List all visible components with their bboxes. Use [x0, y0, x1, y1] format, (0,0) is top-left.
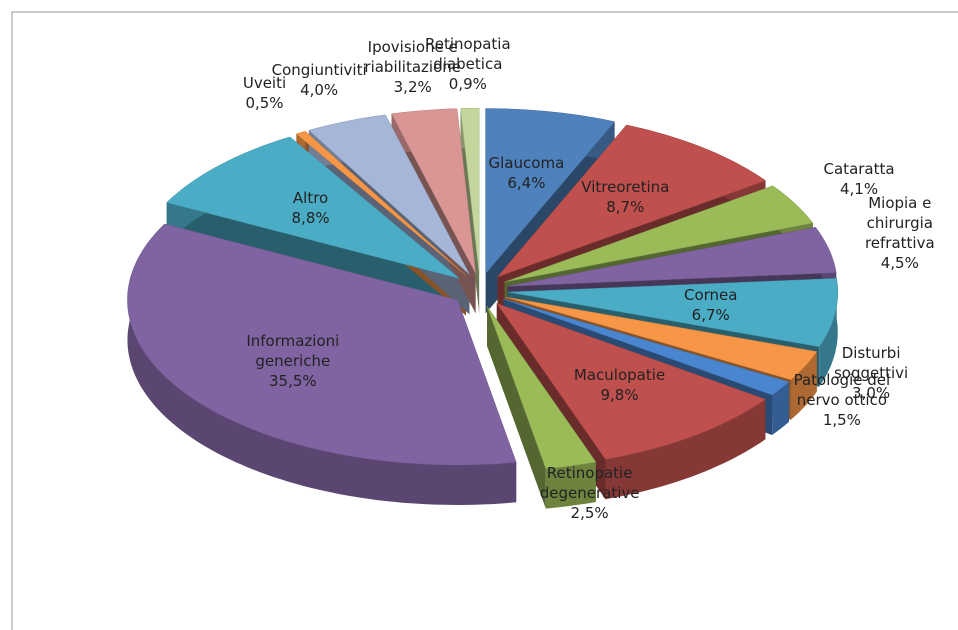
value-label: 8,7% — [606, 198, 645, 216]
value-label: 9,8% — [600, 386, 639, 405]
data-label: Miopia e chirurgia refrattiva 4,5% — [865, 193, 935, 273]
slice-side — [545, 462, 596, 509]
slice — [504, 185, 814, 283]
category-label: Patologie del nervo ottico — [793, 371, 891, 410]
slice — [460, 107, 480, 274]
slice-side — [605, 399, 766, 500]
value-label: 1,5% — [822, 411, 861, 430]
category-label: Altro — [292, 189, 329, 208]
slice — [295, 131, 467, 276]
value-label: 3,2% — [393, 77, 432, 96]
category-label: Vitreoretina — [581, 178, 670, 196]
data-label: Altro 8,8% — [292, 188, 330, 228]
slice-side — [819, 278, 838, 387]
data-label: Ipovisione e riabilitazione 3,2% — [348, 37, 478, 97]
slice — [127, 223, 517, 466]
data-label: Glaucoma 6,4% — [489, 153, 565, 193]
slice-side — [772, 381, 789, 435]
value-label: 6,7% — [691, 306, 730, 325]
slice — [166, 136, 460, 279]
data-label: Cornea 6,7% — [684, 285, 737, 325]
slice-side — [790, 351, 817, 420]
slice-wall — [487, 306, 546, 509]
slice — [507, 227, 837, 287]
slice-side — [127, 224, 517, 505]
data-label: Informazioni generiche 35,5% — [228, 331, 358, 391]
category-label: Retinopatie degenerative — [539, 463, 640, 502]
category-label: Cornea — [683, 286, 738, 305]
slice — [507, 278, 839, 347]
slice — [505, 296, 818, 381]
value-label: 0,9% — [448, 74, 487, 93]
value-label: 35,5% — [268, 371, 317, 390]
data-label: Retinopatia diabetica 0,9% — [403, 34, 533, 94]
slice — [485, 108, 616, 275]
category-label: Maculopatie — [573, 366, 666, 385]
value-label: 4,1% — [839, 179, 879, 198]
data-label: Disturbi soggettivi 3,0% — [828, 343, 915, 403]
category-label: Retinopatia diabetica — [424, 34, 511, 73]
slice — [308, 114, 470, 275]
category-label: Uveiti — [242, 74, 287, 93]
data-label: Congiuntiviti 4,0% — [272, 60, 367, 100]
slice — [486, 306, 597, 469]
category-label: Congiuntiviti — [271, 60, 367, 79]
data-label: Uveiti 0,5% — [243, 73, 286, 113]
category-label: Cataratta — [823, 159, 895, 178]
data-label: Cataratta 4,1% — [824, 159, 895, 199]
value-label: 6,4% — [507, 174, 546, 193]
value-label: 0,5% — [245, 94, 284, 113]
category-label: Glaucoma — [488, 154, 565, 173]
chart-border — [11, 11, 958, 630]
slice — [503, 298, 790, 396]
category-label: Informazioni generiche — [246, 331, 340, 370]
value-label: 4,5% — [880, 254, 919, 273]
category-label: Ipovisione e riabilitazione — [364, 37, 461, 76]
data-label: Maculopatie 9,8% — [574, 365, 665, 405]
data-label: Retinopatie degenerative 2,5% — [525, 463, 655, 523]
data-label: Vitreoretina 8,7% — [581, 177, 669, 217]
value-label: 4,0% — [300, 80, 339, 99]
data-label: Patologie del nervo ottico 1,5% — [784, 370, 900, 430]
category-label: Disturbi soggettivi — [833, 344, 909, 383]
category-label: Miopia e chirurgia refrattiva — [864, 194, 935, 253]
slice — [391, 108, 476, 274]
value-label: 2,5% — [570, 503, 609, 522]
slice — [496, 124, 767, 278]
value-label: 8,8% — [291, 209, 330, 228]
value-label: 3,0% — [852, 384, 891, 403]
slice — [496, 302, 766, 460]
